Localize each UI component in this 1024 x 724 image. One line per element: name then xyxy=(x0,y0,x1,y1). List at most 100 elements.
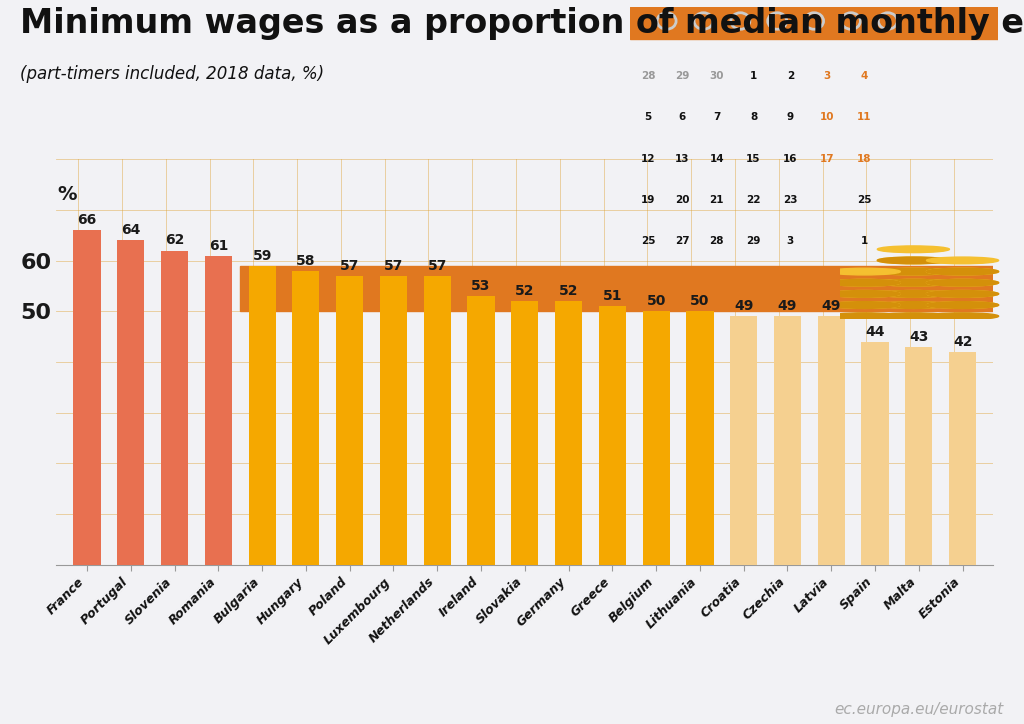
Text: 52: 52 xyxy=(515,284,535,298)
Bar xyxy=(511,301,539,565)
Text: 14: 14 xyxy=(710,153,724,164)
Ellipse shape xyxy=(878,279,949,286)
Ellipse shape xyxy=(878,302,949,308)
Text: 19: 19 xyxy=(641,195,655,205)
Text: 2: 2 xyxy=(786,71,794,81)
Ellipse shape xyxy=(828,279,900,286)
Text: Minimum wages as a proportion of median monthly earnings: Minimum wages as a proportion of median … xyxy=(20,7,1024,41)
Text: 25: 25 xyxy=(641,236,655,246)
Text: 64: 64 xyxy=(121,223,140,237)
Bar xyxy=(599,306,626,565)
Text: 1: 1 xyxy=(860,236,867,246)
Text: 5: 5 xyxy=(644,112,652,122)
Ellipse shape xyxy=(927,257,998,264)
Bar xyxy=(249,266,275,565)
Text: 29: 29 xyxy=(675,71,689,81)
Bar xyxy=(74,230,100,565)
Ellipse shape xyxy=(878,246,949,253)
Ellipse shape xyxy=(927,302,998,308)
Text: 13: 13 xyxy=(675,153,690,164)
Text: 6: 6 xyxy=(679,112,686,122)
Text: 28: 28 xyxy=(710,236,724,246)
Text: %: % xyxy=(57,185,77,204)
Text: 53: 53 xyxy=(471,279,490,293)
Bar xyxy=(949,352,976,565)
Text: ec.europa.eu/eurostat: ec.europa.eu/eurostat xyxy=(835,702,1004,717)
Ellipse shape xyxy=(927,313,998,319)
Text: 12: 12 xyxy=(641,153,655,164)
Text: 15: 15 xyxy=(746,153,761,164)
Text: 49: 49 xyxy=(778,299,798,313)
Text: 50: 50 xyxy=(690,294,710,308)
Bar xyxy=(467,296,495,565)
Text: 10: 10 xyxy=(820,112,835,122)
Bar xyxy=(905,347,933,565)
Text: 11: 11 xyxy=(857,112,871,122)
Bar xyxy=(861,342,889,565)
Text: 51: 51 xyxy=(602,289,623,303)
Bar xyxy=(730,316,758,565)
Ellipse shape xyxy=(927,268,998,275)
Text: 7: 7 xyxy=(713,112,720,122)
Text: 57: 57 xyxy=(428,258,446,273)
Ellipse shape xyxy=(878,257,949,264)
Bar xyxy=(292,271,319,565)
Text: 49: 49 xyxy=(734,299,754,313)
Ellipse shape xyxy=(927,290,998,298)
Text: 9: 9 xyxy=(786,112,794,122)
Ellipse shape xyxy=(828,302,900,308)
Text: 22: 22 xyxy=(746,195,761,205)
Bar xyxy=(424,276,451,565)
Text: 29: 29 xyxy=(746,236,761,246)
Bar xyxy=(555,301,583,565)
Ellipse shape xyxy=(878,279,949,286)
Text: 52: 52 xyxy=(559,284,579,298)
Text: 4: 4 xyxy=(860,71,867,81)
Text: 62: 62 xyxy=(165,233,184,248)
Ellipse shape xyxy=(828,290,900,298)
Text: 57: 57 xyxy=(384,258,403,273)
Text: 44: 44 xyxy=(865,324,885,339)
Text: 3: 3 xyxy=(786,236,794,246)
Text: 27: 27 xyxy=(675,236,690,246)
Text: 58: 58 xyxy=(296,253,315,268)
Ellipse shape xyxy=(878,257,949,264)
Bar xyxy=(241,266,993,311)
Text: 49: 49 xyxy=(821,299,841,313)
Text: 25: 25 xyxy=(857,195,871,205)
Bar xyxy=(336,276,364,565)
Ellipse shape xyxy=(878,290,949,298)
Ellipse shape xyxy=(927,279,998,286)
Ellipse shape xyxy=(927,302,998,308)
Bar xyxy=(380,276,407,565)
Bar xyxy=(205,256,231,565)
Bar xyxy=(686,311,714,565)
Text: (part-timers included, 2018 data, %): (part-timers included, 2018 data, %) xyxy=(20,65,325,83)
Text: 30: 30 xyxy=(710,71,724,81)
Ellipse shape xyxy=(878,290,949,298)
Ellipse shape xyxy=(828,268,900,275)
Ellipse shape xyxy=(828,313,900,319)
Text: 17: 17 xyxy=(820,153,835,164)
Ellipse shape xyxy=(828,302,900,308)
Ellipse shape xyxy=(927,279,998,286)
Text: 23: 23 xyxy=(783,195,798,205)
Text: 28: 28 xyxy=(641,71,655,81)
Text: 57: 57 xyxy=(340,258,359,273)
Text: 42: 42 xyxy=(953,334,973,349)
Text: 43: 43 xyxy=(909,329,929,344)
Bar xyxy=(161,251,188,565)
Bar xyxy=(117,240,144,565)
Text: 59: 59 xyxy=(252,248,271,263)
Bar xyxy=(774,316,801,565)
Ellipse shape xyxy=(878,268,949,275)
Text: 50: 50 xyxy=(646,294,666,308)
Ellipse shape xyxy=(927,268,998,275)
Text: 21: 21 xyxy=(710,195,724,205)
Ellipse shape xyxy=(828,290,900,298)
Bar xyxy=(630,7,998,39)
Text: 61: 61 xyxy=(209,238,228,253)
Text: 18: 18 xyxy=(857,153,871,164)
Text: 16: 16 xyxy=(783,153,798,164)
Text: 8: 8 xyxy=(750,112,757,122)
